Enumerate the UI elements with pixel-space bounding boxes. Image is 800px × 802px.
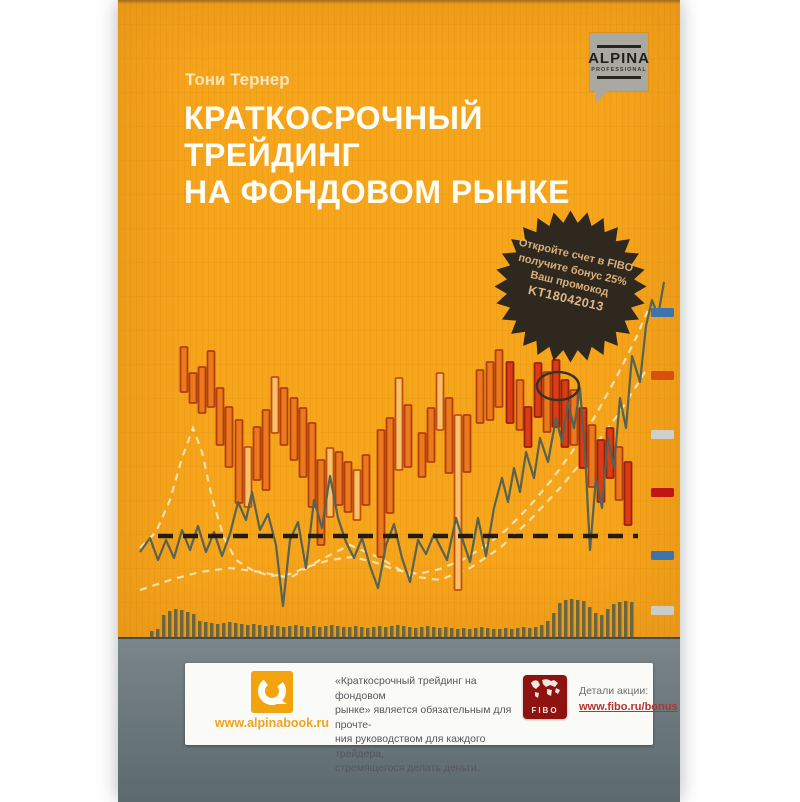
title-line-3: НА ФОНДОВОМ РЫНКЕ (184, 174, 571, 210)
cover-bottom-band: www.alpinabook.ru «Краткосрочный трейдин… (118, 637, 680, 802)
title-line-2: ТРЕЙДИНГ (184, 137, 361, 173)
book-title: КРАТКОСРОЧНЫЙ ТРЕЙДИНГ НА ФОНДОВОМ РЫНКЕ (184, 100, 570, 211)
alpina-swirl-icon (258, 677, 287, 705)
publisher-subtitle: PROFESSIONAL (591, 67, 647, 73)
world-map-icon (531, 679, 560, 698)
quote-line-2: рынке» является обязательным для прочте- (335, 704, 512, 731)
alpina-url-link[interactable]: www.alpinabook.ru (214, 716, 330, 730)
quote-line-3: ния руководством для каждого трейдера, (335, 733, 486, 760)
title-line-1: КРАТКОСРОЧНЫЙ (184, 100, 483, 136)
alpina-logo-icon (251, 671, 293, 713)
starburst-icon (494, 210, 647, 363)
logo-rule-top (597, 45, 641, 48)
logo-rule-bottom (597, 76, 641, 79)
cover-front: ALPINA PROFESSIONAL Тони Тернер КРАТКОСР… (118, 0, 680, 637)
promo-starburst-badge: Откройте счет в FIBO получите бонус 25% … (494, 210, 647, 363)
quote-text: «Краткосрочный трейдинг на фондовом рынк… (335, 674, 517, 776)
publisher-name: ALPINA (588, 50, 650, 67)
alpina-professional-logo: ALPINA PROFESSIONAL (588, 33, 650, 91)
candlestick-chart (139, 281, 674, 637)
fibo-logo-label: FIBO (531, 706, 559, 715)
promo-details-link[interactable]: www.fibo.ru/bonus (579, 701, 678, 713)
promo-details: Детали акции: www.fibo.ru/bonus (579, 685, 678, 715)
book-cover: ALPINA PROFESSIONAL Тони Тернер КРАТКОСР… (118, 0, 680, 802)
fibo-logo-icon: FIBO (523, 675, 567, 719)
promo-details-label: Детали акции: (579, 685, 649, 697)
quote-line-1: «Краткосрочный трейдинг на фондовом (335, 675, 477, 702)
alpina-block: www.alpinabook.ru (199, 669, 345, 741)
quote-line-4: стремящегося делать деньги. (335, 762, 480, 774)
info-bar: www.alpinabook.ru «Краткосрочный трейдин… (185, 663, 678, 774)
author-name: Тони Тернер (185, 70, 290, 89)
speech-bubble-tail (595, 91, 608, 104)
